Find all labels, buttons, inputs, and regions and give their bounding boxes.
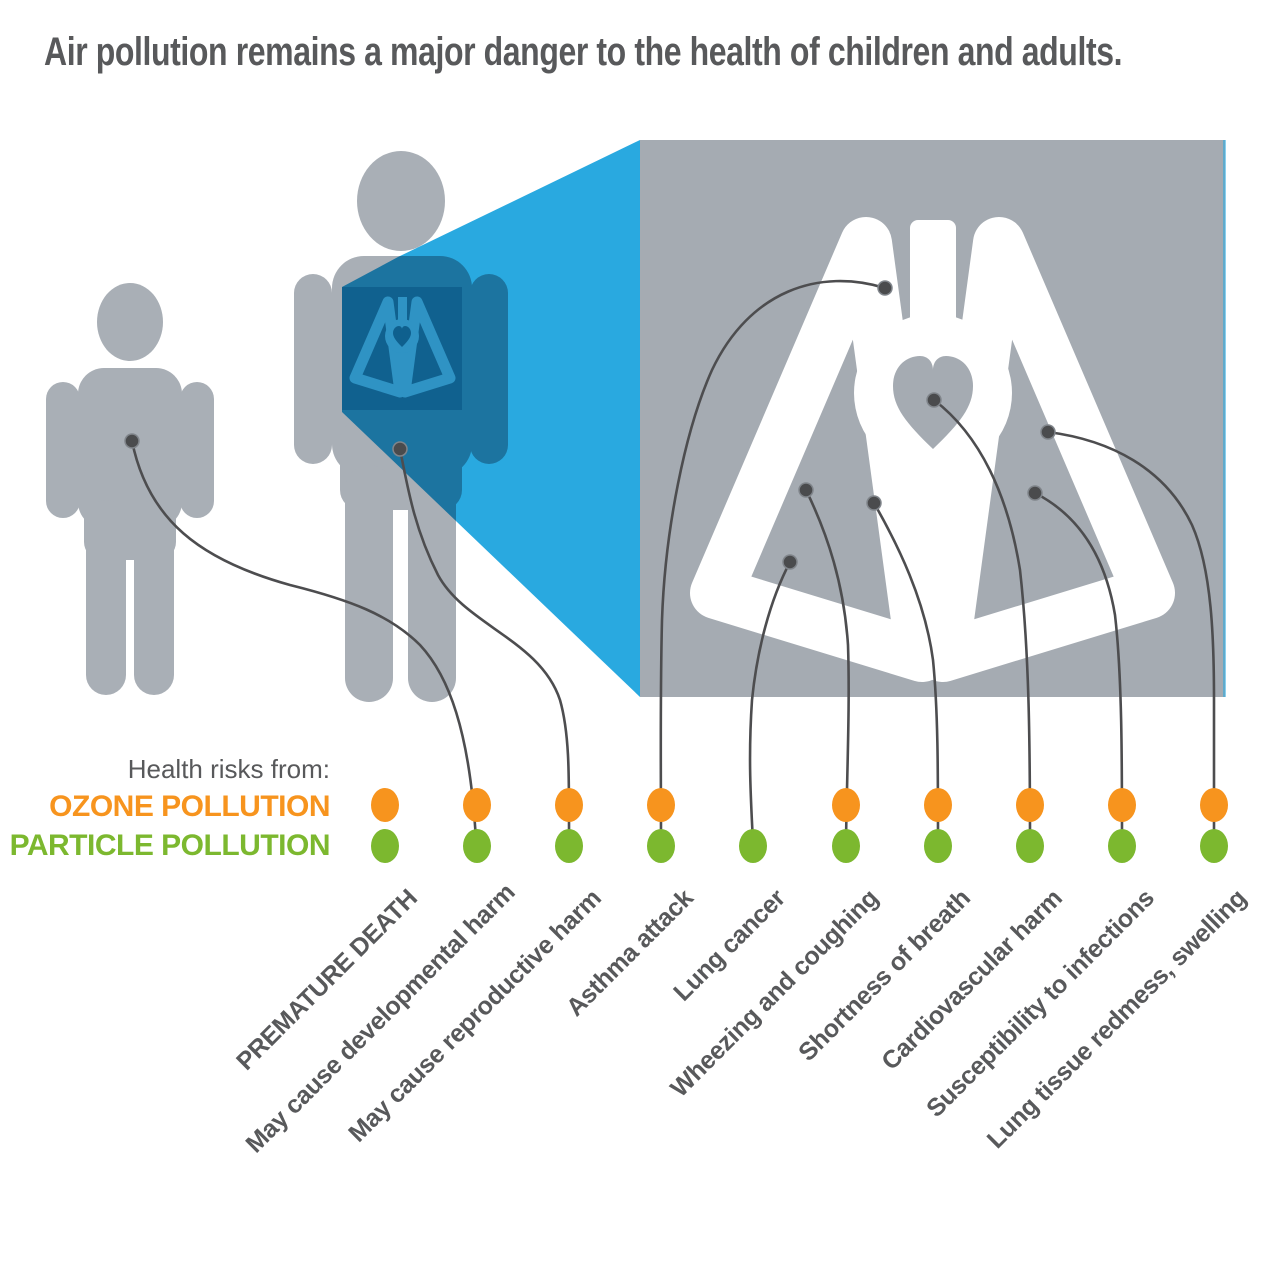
ozone-dot (371, 788, 399, 822)
xray-window (342, 287, 462, 410)
connector-lines (130, 279, 1216, 844)
particle-dot (832, 829, 860, 863)
connector-cardiovascular (933, 398, 1032, 842)
scan-beam (342, 140, 640, 697)
ozone-dot (1200, 788, 1228, 822)
heart-dot (926, 392, 942, 408)
left-lung-dot (798, 482, 814, 498)
particle-dot (739, 829, 767, 863)
lower-airway-dot (866, 495, 882, 511)
lower-airway (911, 440, 955, 668)
particle-dot (1108, 829, 1136, 863)
panel-edge-highlight (1223, 140, 1226, 697)
ozone-dot (463, 788, 491, 822)
ozone-dot (555, 788, 583, 822)
connector-susceptibility (1034, 491, 1124, 842)
particle-dot-row (371, 829, 1228, 863)
particle-dot (1200, 829, 1228, 863)
particle-dot (1016, 829, 1044, 863)
connector-lung-cancer (748, 561, 792, 844)
particle-dot (463, 829, 491, 863)
legend-ozone-pollution: OZONE POLLUTION (49, 790, 330, 823)
adult-left-arm (294, 274, 332, 464)
connector-wheezing (804, 489, 850, 842)
anatomy-dots (124, 280, 1056, 570)
ozone-dot (924, 788, 952, 822)
page-title: Air pollution remains a major danger to … (44, 30, 1123, 74)
connector-lung-tissue (1047, 430, 1216, 841)
particle-dot (555, 829, 583, 863)
ozone-dot (832, 788, 860, 822)
child-right-leg (134, 500, 174, 695)
child-right-arm (180, 382, 214, 518)
child-left-arm (46, 382, 80, 518)
lungs-panel (640, 140, 1226, 697)
ozone-dot (1108, 788, 1136, 822)
particle-dot (924, 829, 952, 863)
child-left-leg (86, 500, 126, 695)
particle-dot (371, 829, 399, 863)
legend-particle-pollution: PARTICLE POLLUTION (9, 829, 331, 862)
bronchus-dot (877, 280, 893, 296)
child-head (97, 283, 163, 361)
child-abdomen-dot (124, 433, 140, 449)
connector-asthma (659, 279, 886, 842)
adult-abdomen-dot (392, 441, 408, 457)
adult-right-leg (408, 465, 456, 702)
adult-left-leg (345, 465, 393, 702)
lower-right-lung-dot (1027, 485, 1043, 501)
particle-dot (647, 829, 675, 863)
connector-child-developmental (130, 440, 478, 842)
connector-adult-reproductive (398, 448, 571, 842)
legend-intro: Health risks from: (127, 754, 330, 784)
right-lung-dot (1040, 424, 1056, 440)
ozone-dot-row (371, 788, 1228, 822)
xray-heart-icon (393, 326, 411, 347)
connector-shortness (872, 502, 940, 842)
ozone-dot (647, 788, 675, 822)
lower-left-lung-dot (782, 554, 798, 570)
adult-head (357, 151, 445, 251)
ozone-dot (1016, 788, 1044, 822)
child-figure-silhouette (46, 283, 214, 695)
